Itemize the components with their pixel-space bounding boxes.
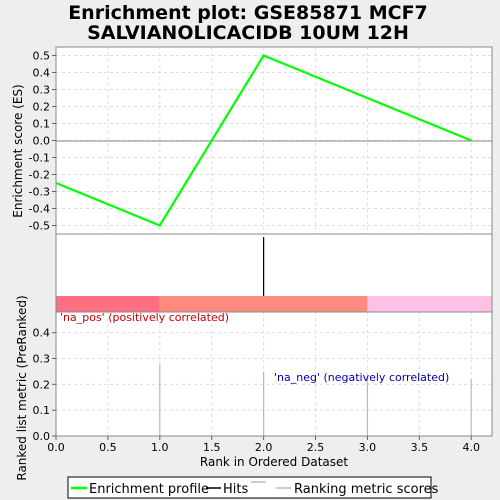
x-tick-label: 0.0 (47, 441, 65, 454)
heatmap-segment (367, 296, 492, 312)
legend-metric-label: Ranking metric scores (294, 482, 439, 497)
chart-title-line1: Enrichment plot: GSE85871 MCF7 (68, 2, 428, 24)
x-ticks: 0.0 0.5 1.0 1.5 2.0 2.5 3.0 3.5 4.0 (47, 436, 480, 454)
heatmap-bar (56, 296, 492, 312)
legend-box (67, 476, 432, 499)
chart-title-line2: SALVIANOLICACIDB 10UM 12H (87, 22, 409, 44)
x-tick-label: 3.5 (411, 441, 429, 454)
metric-panel-border (55, 311, 493, 437)
metric-y-ticks: 0.4 0.3 0.2 0.1 0.0 (33, 327, 56, 443)
x-tick-label: 0.5 (99, 441, 117, 454)
enrichment-profile-layer (55, 54, 472, 227)
enrichment-profile-line (55, 54, 472, 227)
es-tick-label: 0.1 (33, 118, 51, 131)
es-y-ticks: 0.5 0.4 0.3 0.2 0.1 0.0 -0.1 -0.2 -0.3 -0.4 -0.5 (29, 50, 56, 233)
metric-tick-label: 0.2 (33, 378, 51, 391)
es-tick-label: 0.3 (33, 84, 51, 97)
es-tick-label: -0.2 (29, 169, 50, 182)
x-tick-label: 1.5 (203, 441, 221, 454)
legend: Enrichment profile Hits Ranking metric s… (67, 476, 439, 499)
es-tick-label: 0.4 (33, 67, 51, 80)
x-tick-label: 2.0 (255, 441, 273, 454)
es-tick-label: -0.3 (29, 186, 50, 199)
es-tick-label: 0.2 (33, 101, 51, 114)
hits-panel (56, 234, 492, 296)
es-tick-label: -0.1 (29, 152, 50, 165)
ranking-metric-bars (159, 363, 472, 436)
x-tick-label: 3.0 (359, 441, 377, 454)
es-grid (55, 47, 492, 234)
x-tick-label: 1.0 (151, 441, 169, 454)
metric-tick-label: 0.0 (33, 430, 51, 443)
annotation-positive: 'na_pos' (positively correlated) (60, 311, 229, 324)
metric-tick-label: 0.4 (33, 327, 51, 340)
legend-hits-label: Hits (223, 482, 248, 497)
x-axis-title: Rank in Ordered Dataset (200, 455, 348, 469)
es-tick-label: 0.5 (33, 50, 51, 63)
legend-profile-label: Enrichment profile (89, 482, 209, 497)
metric-y-axis-title: Ranked list metric (PreRanked) (15, 295, 29, 480)
x-tick-label: 2.5 (307, 441, 325, 454)
annotation-negative: 'na_neg' (negatively correlated) (274, 371, 449, 384)
es-tick-label: 0.0 (33, 135, 51, 148)
es-y-axis-title: Enrichment score (ES) (11, 84, 25, 217)
es-tick-label: -0.5 (29, 220, 50, 233)
heatmap-segment (159, 296, 368, 312)
x-tick-label: 4.0 (462, 441, 480, 454)
es-tick-label: -0.4 (29, 203, 50, 216)
metric-tick-label: 0.3 (33, 353, 51, 366)
heatmap-segment (56, 296, 160, 312)
metric-tick-label: 0.1 (33, 404, 51, 417)
